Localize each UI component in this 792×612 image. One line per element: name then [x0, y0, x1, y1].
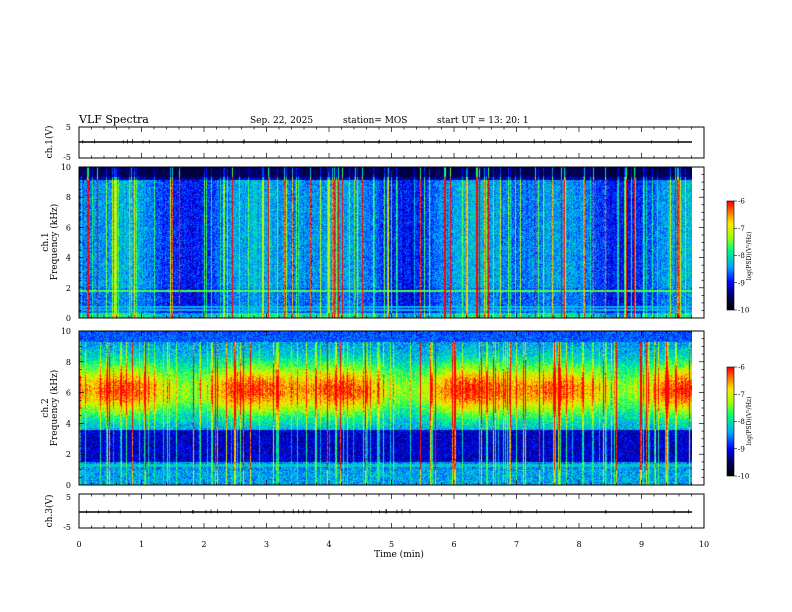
- ch2-colorbar: [727, 367, 734, 476]
- ch3-waveform-panel: 5 -5 ch.3(V): [44, 493, 705, 532]
- x-tick-label: 7: [514, 540, 519, 549]
- ch2-spectrogram-ylabel-frequency: Frequency (kHz): [49, 370, 60, 447]
- y-tick-label: 0: [66, 314, 71, 323]
- x-tick-label: 10: [699, 540, 709, 549]
- y-tick-label: 10: [61, 327, 71, 336]
- y-tick-label: 0: [66, 481, 71, 490]
- ch1-colorbar: [727, 201, 734, 310]
- x-tick-label: 8: [576, 540, 581, 549]
- x-tick-label: 6: [451, 540, 456, 549]
- y-tick-label: 10: [61, 163, 71, 172]
- y-tick-label: 2: [66, 284, 71, 293]
- colorbar-tick-label: -10: [738, 307, 749, 315]
- station-label: station= MOS: [343, 116, 407, 126]
- colorbar-tick-label: -10: [738, 473, 749, 481]
- ch1-colorbar-label: log(PSD)(V²/Hz): [746, 232, 753, 281]
- y-tick-label: 2: [66, 450, 71, 459]
- ch3-ytick-bottom: -5: [63, 523, 71, 532]
- y-tick-label: 4: [66, 254, 71, 263]
- ch3-ytick-top: 5: [66, 493, 71, 502]
- colorbar-tick-label: -8: [738, 252, 745, 260]
- colorbar-tick-label: -7: [738, 391, 745, 399]
- x-tick-label: 9: [639, 540, 644, 549]
- ch1-ytick-top: 5: [66, 123, 71, 132]
- ch1-spectrogram-panel: 0 2 4 6 8 10 ch.1 Frequency (kHz) -6 -7 -8 -9 -10…: [41, 163, 753, 323]
- colorbar-tick-label: -6: [738, 198, 745, 206]
- ch2-spectrogram-image: [79, 331, 692, 485]
- ch2-spectrogram-panel: 0 2 4 6 8 10 ch.2 Frequency (kHz) -6 -7 -8 -9 -10…: [41, 327, 753, 490]
- x-tick-label: 1: [139, 540, 144, 549]
- ch1-spectrogram-image: [79, 167, 692, 318]
- y-tick-label: 6: [66, 223, 71, 232]
- x-tick-label: 0: [76, 540, 81, 549]
- ch1-spectrogram-ylabel-channel: ch.1: [41, 232, 51, 251]
- y-tick-label: 8: [66, 358, 71, 367]
- colorbar-tick-label: -9: [738, 279, 745, 287]
- x-tick-label: 4: [326, 540, 331, 549]
- x-tick-label: 2: [201, 540, 206, 549]
- ch1-spectrogram-ylabel-frequency: Frequency (kHz): [49, 204, 60, 281]
- ch3-waveform-frame: [78, 493, 705, 529]
- ch3-waveform-ylabel: ch.3(V): [44, 495, 55, 528]
- start-time-label: start UT = 13: 20: 1: [437, 116, 529, 126]
- y-tick-label: 4: [66, 419, 71, 428]
- colorbar-tick-label: -8: [738, 418, 745, 426]
- y-tick-label: 8: [66, 193, 71, 202]
- figure-title: VLF Spectra: [78, 113, 149, 126]
- x-tick-label: 5: [389, 540, 394, 549]
- y-tick-label: 6: [66, 389, 71, 398]
- colorbar-tick-label: -6: [738, 364, 745, 372]
- x-axis-label: Time (min): [374, 549, 424, 560]
- date-label: Sep. 22, 2025: [250, 116, 313, 126]
- colorbar-tick-label: -7: [738, 225, 745, 233]
- colorbar-tick-label: -9: [738, 445, 745, 453]
- ch1-waveform-ylabel: ch.1(V): [44, 126, 55, 159]
- ch1-waveform-panel: 5 -5 ch.1(V): [44, 123, 705, 162]
- x-tick-label: 3: [264, 540, 269, 549]
- ch2-spectrogram-ylabel-channel: ch.2: [41, 398, 51, 417]
- ch1-ytick-bottom: -5: [63, 153, 71, 162]
- ch2-colorbar-label: log(PSD)(V²/Hz): [746, 397, 753, 446]
